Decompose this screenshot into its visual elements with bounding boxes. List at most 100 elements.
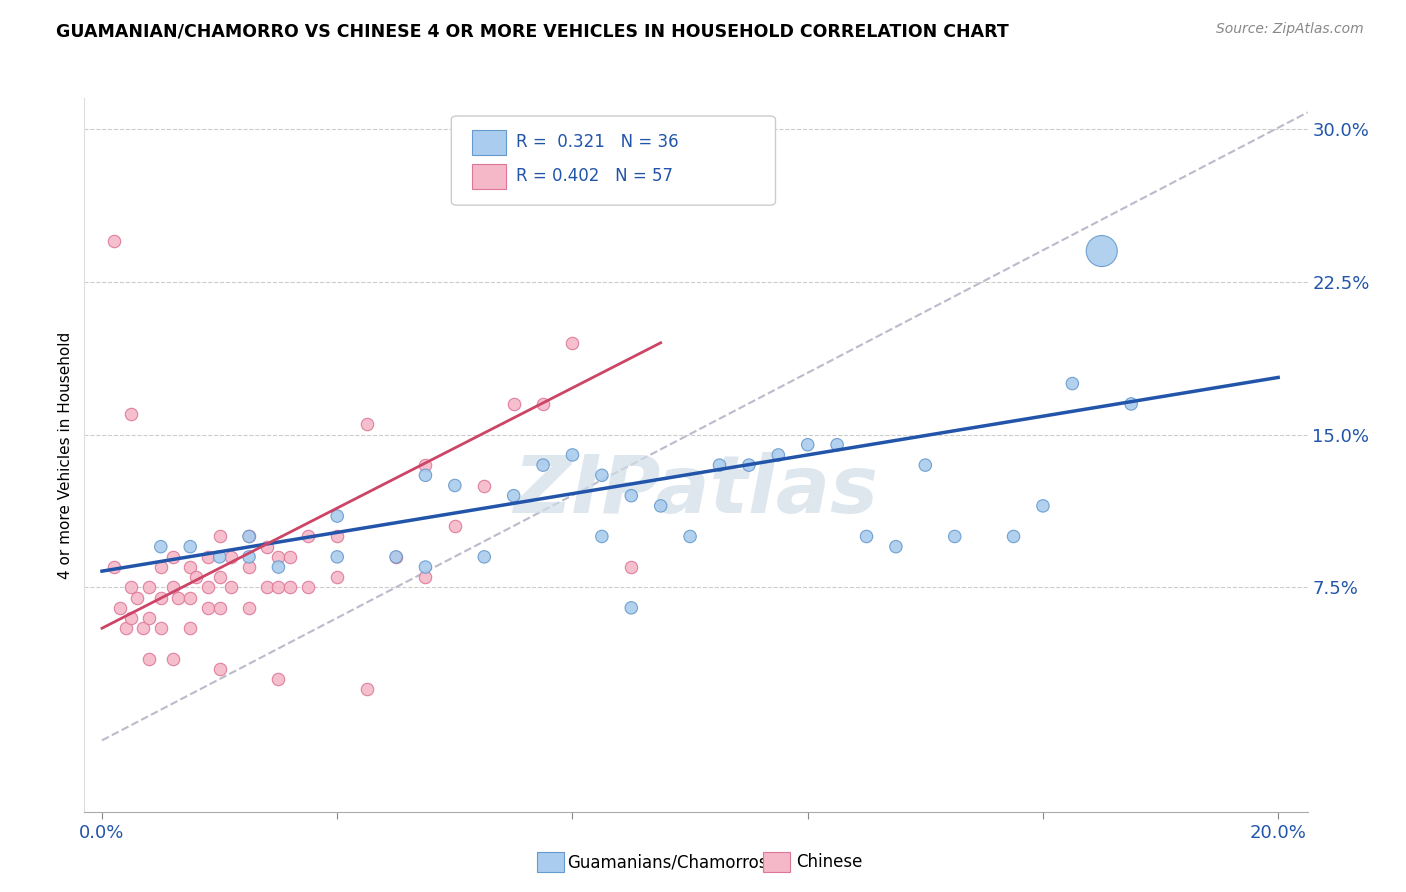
Point	[444, 519, 467, 533]
Text: Source: ZipAtlas.com: Source: ZipAtlas.com	[1216, 22, 1364, 37]
Point	[297, 581, 319, 595]
FancyBboxPatch shape	[537, 853, 564, 872]
Point	[914, 458, 936, 472]
Point	[620, 489, 643, 503]
Point	[221, 581, 243, 595]
Point	[256, 540, 278, 554]
Point	[502, 489, 524, 503]
Point	[1062, 376, 1084, 391]
Point	[238, 529, 260, 543]
Point	[1002, 529, 1025, 543]
Point	[267, 560, 290, 574]
Point	[943, 529, 966, 543]
Point	[796, 438, 818, 452]
Point	[108, 600, 131, 615]
Point	[385, 549, 408, 564]
Point	[825, 438, 848, 452]
Point	[415, 458, 437, 472]
Point	[1091, 244, 1114, 258]
Point	[208, 529, 231, 543]
Point	[326, 509, 349, 524]
Point	[103, 560, 125, 574]
Point	[149, 540, 172, 554]
Text: R =  0.321   N = 36: R = 0.321 N = 36	[516, 134, 679, 152]
Point	[591, 529, 613, 543]
Point	[531, 458, 554, 472]
Point	[208, 549, 231, 564]
Point	[326, 570, 349, 584]
FancyBboxPatch shape	[763, 853, 790, 872]
Point	[679, 529, 702, 543]
Text: GUAMANIAN/CHAMORRO VS CHINESE 4 OR MORE VEHICLES IN HOUSEHOLD CORRELATION CHART: GUAMANIAN/CHAMORRO VS CHINESE 4 OR MORE …	[56, 22, 1010, 40]
Point	[561, 335, 583, 350]
Point	[132, 621, 155, 635]
Point	[149, 591, 172, 605]
Point	[502, 397, 524, 411]
Point	[884, 540, 907, 554]
Point	[278, 581, 301, 595]
Point	[221, 549, 243, 564]
Point	[167, 591, 190, 605]
FancyBboxPatch shape	[472, 164, 506, 189]
Point	[162, 549, 184, 564]
Point	[103, 234, 125, 248]
Point	[472, 549, 495, 564]
Point	[149, 621, 172, 635]
Point	[278, 549, 301, 564]
Point	[415, 560, 437, 574]
Point	[197, 581, 219, 595]
FancyBboxPatch shape	[472, 130, 506, 155]
Text: ZIPatlas: ZIPatlas	[513, 451, 879, 530]
Point	[120, 611, 142, 625]
Point	[1032, 499, 1054, 513]
Point	[356, 682, 378, 697]
Point	[591, 468, 613, 483]
Point	[385, 549, 408, 564]
Point	[114, 621, 136, 635]
Point	[179, 560, 201, 574]
Point	[650, 499, 672, 513]
Point	[184, 570, 207, 584]
Point	[267, 672, 290, 686]
Point	[238, 560, 260, 574]
Point	[326, 549, 349, 564]
Point	[197, 549, 219, 564]
Point	[162, 581, 184, 595]
Point	[1121, 397, 1143, 411]
Point	[768, 448, 790, 462]
Point	[472, 478, 495, 492]
Point	[162, 652, 184, 666]
Point	[444, 478, 467, 492]
Point	[561, 448, 583, 462]
Point	[138, 652, 160, 666]
Point	[179, 540, 201, 554]
Point	[238, 600, 260, 615]
Point	[326, 529, 349, 543]
Point	[297, 529, 319, 543]
FancyBboxPatch shape	[451, 116, 776, 205]
Point	[208, 662, 231, 676]
Point	[149, 560, 172, 574]
Point	[415, 468, 437, 483]
Point	[138, 611, 160, 625]
Point	[120, 407, 142, 421]
Point	[127, 591, 149, 605]
Point	[256, 581, 278, 595]
Point	[531, 397, 554, 411]
Point	[620, 600, 643, 615]
Point	[415, 570, 437, 584]
Point	[179, 591, 201, 605]
Point	[620, 560, 643, 574]
Point	[709, 458, 731, 472]
Point	[267, 549, 290, 564]
Point	[208, 570, 231, 584]
Text: Guamanians/Chamorros: Guamanians/Chamorros	[568, 854, 768, 871]
Point	[238, 529, 260, 543]
Text: R = 0.402   N = 57: R = 0.402 N = 57	[516, 167, 673, 185]
Point	[120, 581, 142, 595]
Point	[238, 549, 260, 564]
Y-axis label: 4 or more Vehicles in Household: 4 or more Vehicles in Household	[58, 331, 73, 579]
Point	[738, 458, 761, 472]
Point	[855, 529, 877, 543]
Point	[179, 621, 201, 635]
